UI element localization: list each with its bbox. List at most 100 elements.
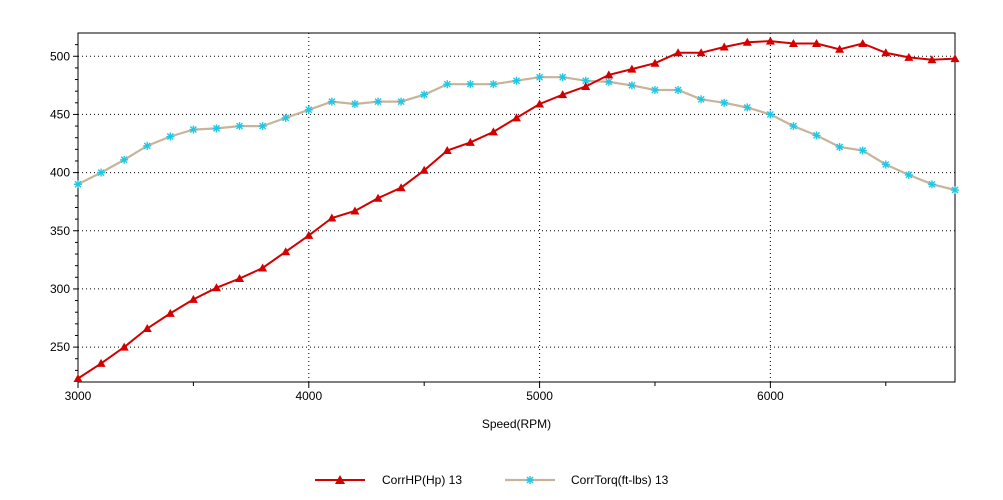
legend: CorrHP(Hp) 13 CorrTorq(ft-lbs) 13 xyxy=(315,473,669,487)
hp-point-marker xyxy=(442,145,452,154)
hp-point-marker xyxy=(881,48,891,57)
y-tick-label: 500 xyxy=(50,49,70,63)
torque-point-marker xyxy=(374,97,383,106)
series-line-corrtorq xyxy=(77,76,956,192)
hp-point-marker xyxy=(465,137,475,146)
x-tick-label: 5000 xyxy=(526,389,553,403)
hp-point-marker xyxy=(73,374,83,383)
y-tick-label: 300 xyxy=(50,282,70,296)
x-tick-label: 4000 xyxy=(295,389,322,403)
torque-point-marker xyxy=(74,180,82,189)
hp-point-marker xyxy=(142,323,152,332)
hp-point-marker xyxy=(927,55,937,64)
torque-point-marker xyxy=(397,97,406,106)
hp-point-marker xyxy=(211,283,221,292)
hp-point-marker xyxy=(281,247,291,256)
series-layer xyxy=(73,36,960,383)
hp-point-marker xyxy=(304,230,314,239)
torque-point-marker xyxy=(489,80,498,89)
hp-point-marker xyxy=(719,42,729,51)
torque-point-marker xyxy=(881,160,890,169)
torque-point-marker xyxy=(281,113,290,122)
torque-point-marker xyxy=(697,95,706,104)
hp-point-marker xyxy=(558,90,568,99)
torque-point-marker xyxy=(558,73,567,82)
hp-point-marker xyxy=(604,70,614,79)
x-axis-label: Speed(RPM) xyxy=(482,417,551,431)
legend-torque-marker xyxy=(526,476,534,484)
y-tick-label: 450 xyxy=(50,107,70,121)
torque-point-marker xyxy=(743,103,752,112)
torque-point-marker xyxy=(766,110,775,119)
torque-point-marker xyxy=(143,141,152,150)
y-tick-label: 250 xyxy=(50,340,70,354)
hp-point-marker xyxy=(650,58,660,67)
x-tick-label: 6000 xyxy=(757,389,784,403)
hp-point-marker xyxy=(696,48,706,57)
torque-point-marker xyxy=(858,146,867,155)
legend-torque-label: CorrTorq(ft-lbs) 13 xyxy=(571,473,669,487)
hp-point-marker xyxy=(812,38,822,47)
minor-ticks xyxy=(73,44,887,388)
torque-point-marker xyxy=(812,131,821,140)
y-tick-label: 400 xyxy=(50,166,70,180)
hp-point-marker xyxy=(96,358,106,367)
grid-lines xyxy=(78,33,955,382)
torque-point-marker xyxy=(535,73,544,82)
hp-point-marker xyxy=(535,99,545,108)
hp-point-marker xyxy=(627,64,637,73)
hp-point-marker xyxy=(835,44,845,53)
hp-point-marker xyxy=(396,183,406,192)
hp-point-marker xyxy=(488,127,498,136)
hp-point-marker xyxy=(188,294,198,303)
torque-point-marker xyxy=(212,124,221,133)
y-tick-label: 350 xyxy=(50,224,70,238)
hp-point-marker xyxy=(765,36,775,45)
hp-point-marker xyxy=(235,273,245,282)
torque-point-marker xyxy=(650,86,659,95)
torque-point-marker xyxy=(420,90,429,99)
torque-point-marker xyxy=(304,105,313,114)
hp-point-marker xyxy=(373,193,383,202)
hp-point-marker xyxy=(581,82,591,91)
hp-point-marker xyxy=(350,206,360,215)
torque-point-marker xyxy=(350,99,359,108)
hp-point-marker xyxy=(950,54,960,63)
plot-area xyxy=(77,32,956,383)
torque-point-marker xyxy=(512,76,521,85)
torque-point-marker xyxy=(674,86,683,95)
torque-point-marker xyxy=(627,81,636,90)
hp-point-marker xyxy=(788,38,798,47)
legend-hp-marker xyxy=(335,475,345,484)
torque-point-marker xyxy=(443,80,452,89)
torque-point-marker xyxy=(604,77,613,86)
hp-point-marker xyxy=(673,48,683,57)
torque-point-marker xyxy=(927,180,936,189)
hp-point-marker xyxy=(419,165,429,174)
torque-point-marker xyxy=(97,168,106,177)
torque-point-marker xyxy=(466,80,475,89)
hp-point-marker xyxy=(904,52,914,61)
torque-point-marker xyxy=(166,132,175,141)
series-line-corrhp xyxy=(77,40,956,380)
hp-point-marker xyxy=(742,37,752,46)
torque-point-marker xyxy=(835,143,844,152)
hp-point-marker xyxy=(858,38,868,47)
torque-point-marker xyxy=(720,98,729,107)
torque-point-marker xyxy=(789,122,798,131)
tick-labels: 250 300 350 400 450 500 3000 4000 5000 6000 xyxy=(50,49,784,403)
torque-point-marker xyxy=(120,155,129,164)
torque-point-marker xyxy=(258,122,267,131)
torque-point-marker xyxy=(327,97,336,106)
torque-point-marker xyxy=(904,170,913,179)
x-tick-label: 3000 xyxy=(65,389,92,403)
torque-point-marker xyxy=(951,186,959,195)
hp-point-marker xyxy=(165,308,175,317)
hp-point-marker xyxy=(258,263,268,272)
hp-point-marker xyxy=(119,342,129,351)
torque-point-marker xyxy=(235,122,244,131)
hp-point-marker xyxy=(327,213,337,222)
legend-hp-label: CorrHP(Hp) 13 xyxy=(382,473,462,487)
hp-point-marker xyxy=(512,113,521,122)
